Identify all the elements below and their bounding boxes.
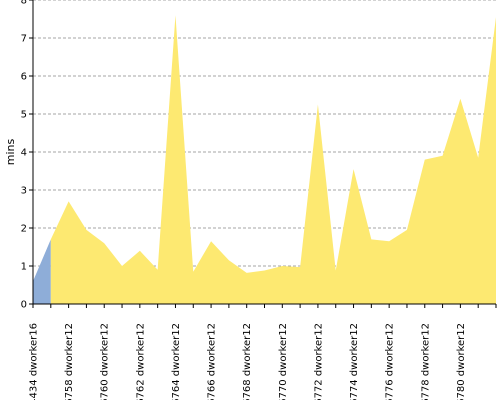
- y-tick-label-5: 5: [21, 110, 27, 121]
- x-tick-label-5: #6766 dworker12: [207, 323, 218, 400]
- x-tick-label-0: #4434 dworker16: [29, 323, 40, 400]
- series-2-area: [50, 15, 497, 304]
- y-tick-label-6: 6: [21, 72, 27, 83]
- y-tick-label-0: 0: [21, 300, 27, 311]
- x-tick-label-9: #6774 dworker12: [349, 323, 360, 400]
- series-1-area: [33, 239, 51, 304]
- series-areas: [33, 15, 497, 304]
- x-tick-labels: #4434 dworker16 #6758 dworker12 #6760 dwor…: [29, 323, 467, 400]
- x-tick-label-3: #6762 dworker12: [135, 323, 146, 400]
- y-tick-labels: 0 1 2 3 4 5 6 7 8: [21, 0, 27, 311]
- x-tick-label-7: #6770 dworker12: [278, 323, 289, 400]
- x-tick-label-6: #6768 dworker12: [242, 323, 253, 400]
- y-tick-label-1: 1: [21, 262, 27, 273]
- x-tick-label-10: #6776 dworker12: [385, 323, 396, 400]
- y-tick-label-7: 7: [21, 34, 27, 45]
- y-tick-label-4: 4: [21, 148, 27, 159]
- y-tick-label-2: 2: [21, 224, 27, 235]
- y-axis-label: mins: [4, 138, 17, 165]
- x-tick-label-11: #6778 dworker12: [420, 323, 431, 400]
- axes: [29, 0, 497, 308]
- x-tick-label-8: #6772 dworker12: [313, 323, 324, 400]
- y-tick-label-3: 3: [21, 186, 27, 197]
- x-tick-label-2: #6760 dworker12: [100, 323, 111, 400]
- gridlines: [33, 0, 496, 267]
- y-tick-label-8: 8: [21, 0, 27, 7]
- x-tick-label-1: #6758 dworker12: [64, 323, 75, 400]
- x-tick-label-12: #6780 dworker12: [456, 323, 467, 400]
- x-tick-label-4: #6764 dworker12: [171, 323, 182, 400]
